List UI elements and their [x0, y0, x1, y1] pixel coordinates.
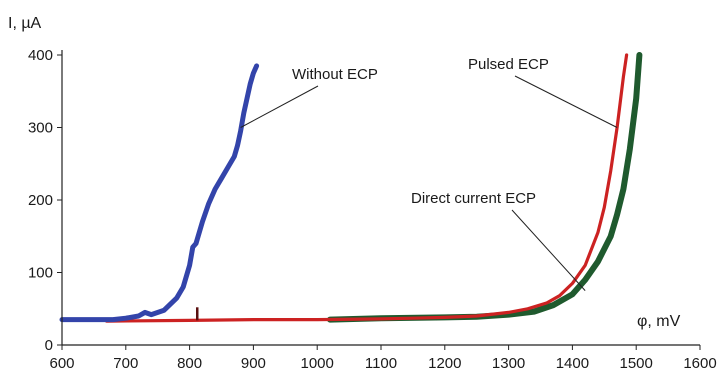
y-tick-label: 300 [28, 120, 53, 137]
y-tick-label: 100 [28, 265, 53, 282]
x-tick-label: 1400 [556, 355, 589, 372]
annotation-leader-line [240, 85, 319, 128]
series-line-direct-current-ecp [327, 52, 643, 323]
annotation-label: Without ECP [292, 66, 378, 83]
x-tick-label: 1100 [365, 355, 397, 372]
annotation-leader-line [514, 75, 618, 128]
x-tick-label: 800 [177, 355, 202, 372]
y-tick-label: 200 [28, 192, 53, 209]
series-line-pulsed-ecp [105, 53, 629, 323]
y-axis-label: I, µA [8, 15, 42, 32]
x-tick-label: 900 [241, 355, 266, 372]
y-tick-label: 400 [28, 47, 53, 64]
series-line-without-ecp [59, 63, 260, 323]
x-tick-label: 1600 [683, 355, 716, 372]
x-tick-label: 600 [49, 355, 74, 372]
x-tick-label: 1500 [620, 355, 653, 372]
plot-area [59, 52, 643, 323]
x-tick-label: 1300 [492, 355, 525, 372]
annotation-label: Direct current ECP [411, 190, 536, 207]
axes [61, 50, 700, 346]
annotation-leader-line [511, 209, 586, 291]
annotations: Without ECP Pulsed ECP Direct current ECP [240, 56, 618, 291]
x-tick-label: 1200 [428, 355, 461, 372]
ticks: 600 700 800 900 1000 1100 1200 1300 1400 1500 1600… [28, 47, 717, 372]
x-tick-label: 1000 [301, 355, 334, 372]
y-tick-label: 0 [45, 337, 53, 354]
x-axis-label: φ, mV [637, 313, 681, 330]
annotation-label: Pulsed ECP [468, 56, 549, 73]
x-tick-label: 700 [113, 355, 138, 372]
